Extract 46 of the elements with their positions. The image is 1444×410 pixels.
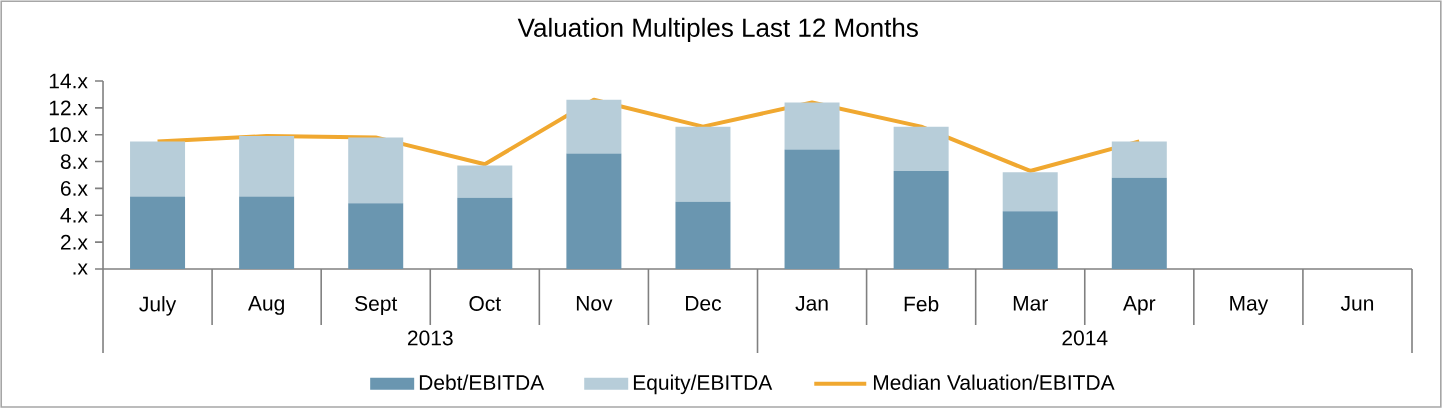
y-tick-label: 8.x bbox=[60, 154, 88, 170]
bar bbox=[348, 137, 404, 204]
chart-title: Valuation Multiples Last 12 Months bbox=[517, 17, 918, 43]
y-tick-label: 12.x bbox=[49, 100, 88, 116]
bar bbox=[675, 201, 731, 269]
bar bbox=[784, 102, 840, 150]
y-tick-label: 10.x bbox=[49, 127, 88, 143]
bar bbox=[1111, 177, 1167, 269]
bar bbox=[130, 141, 186, 197]
bar bbox=[457, 165, 513, 198]
bar bbox=[348, 203, 404, 269]
y-tick-label: 4.x bbox=[60, 208, 88, 223]
x-tick-label: Jun bbox=[1340, 296, 1374, 311]
bar bbox=[675, 126, 731, 202]
legend-label: Median Valuation/EBITDA bbox=[873, 374, 1115, 390]
x-tick-label: Nov bbox=[576, 296, 613, 311]
legend-label: Debt/EBITDA bbox=[419, 374, 545, 390]
x-tick-label: Feb bbox=[904, 296, 939, 312]
y-tick-label: 14.x bbox=[49, 73, 88, 89]
bar bbox=[566, 153, 622, 269]
y-tick-label: 2.x bbox=[61, 234, 88, 250]
y-tick-label: .x bbox=[73, 263, 88, 275]
bar bbox=[1002, 211, 1058, 269]
bar bbox=[1111, 141, 1167, 178]
text: 2014 bbox=[1062, 330, 1108, 346]
bar bbox=[457, 197, 513, 269]
x-tick-label: July bbox=[139, 296, 177, 316]
bar bbox=[239, 136, 295, 197]
bar bbox=[130, 196, 186, 269]
y-tick-label: 6.x bbox=[61, 181, 88, 196]
x-tick-label: Oct bbox=[469, 296, 501, 311]
x-tick-label: Mar bbox=[1013, 296, 1048, 311]
x-tick-label: Aug bbox=[247, 296, 284, 315]
bar bbox=[784, 149, 840, 269]
x-tick-label: Jan bbox=[795, 296, 828, 311]
bar bbox=[893, 170, 949, 269]
x-tick-label: Sept bbox=[355, 296, 398, 316]
x-tick-label: May bbox=[1230, 296, 1269, 315]
text: 2013 bbox=[407, 330, 453, 346]
x-tick-label: Apr bbox=[1122, 296, 1156, 315]
bar bbox=[893, 126, 949, 171]
x-tick-label: Dec bbox=[686, 296, 722, 311]
bar bbox=[566, 99, 622, 154]
bar bbox=[239, 196, 295, 269]
legend-label: Equity/EBITDA bbox=[633, 374, 773, 395]
bar bbox=[1002, 172, 1058, 212]
